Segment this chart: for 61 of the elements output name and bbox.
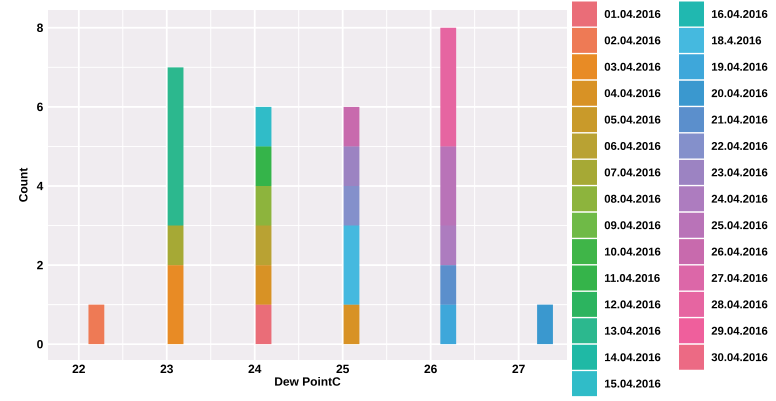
legend-label: 03.04.2016 <box>604 62 660 71</box>
legend-label: 11.04.2016 <box>604 274 660 282</box>
legend-label: 16.04.2016 <box>712 10 768 18</box>
bar <box>440 304 456 344</box>
legend-label: 14.04.2016 <box>604 353 660 362</box>
legend-label: 30.04.2016 <box>712 353 768 362</box>
legend-label: 22.04.2016 <box>712 142 768 150</box>
y-tick-label: 4 <box>36 182 44 190</box>
bar <box>537 304 553 344</box>
x-tick-label: 23 <box>160 364 173 374</box>
legend-label: 02.04.2016 <box>604 36 660 44</box>
bar <box>344 304 360 344</box>
bar <box>344 146 360 186</box>
bar <box>168 67 184 226</box>
legend-label: 25.04.2016 <box>712 221 768 230</box>
legend-label: 15.04.2016 <box>604 380 660 388</box>
legend-label: 07.04.2016 <box>604 168 660 176</box>
legend-label: 19.04.2016 <box>712 62 768 71</box>
bar <box>256 186 272 226</box>
bar <box>256 304 272 344</box>
bar <box>168 265 184 344</box>
legend-label: 13.04.2016 <box>604 326 660 335</box>
legend-label: 21.04.2016 <box>712 116 768 124</box>
bar <box>88 304 104 344</box>
legend-label: 08.04.2016 <box>604 194 660 203</box>
y-tick-label: 8 <box>37 24 43 32</box>
legend-label: 12.04.2016 <box>604 300 660 308</box>
legend-label: 20.04.2016 <box>712 89 768 98</box>
legend-label: 29.04.2016 <box>712 326 768 335</box>
legend-label: 23.04.2016 <box>712 168 768 176</box>
bar <box>256 265 272 305</box>
legend-label: 18.4.2016 <box>712 36 762 44</box>
x-tick-label: 24 <box>248 364 262 374</box>
x-axis-title: Dew PointC <box>275 376 340 386</box>
x-tick-label: 22 <box>72 364 85 374</box>
x-tick-label: 27 <box>512 364 525 374</box>
x-tick-label: 26 <box>424 364 437 374</box>
bar <box>344 106 360 146</box>
bar <box>344 226 360 305</box>
legend-label: 01.04.2016 <box>604 10 660 18</box>
legend-label: 24.04.2016 <box>712 194 768 203</box>
legend-label: 26.04.2016 <box>712 248 768 256</box>
legend-label: 04.04.2016 <box>604 89 660 98</box>
legend-label: 06.04.2016 <box>604 142 660 150</box>
bar <box>256 226 272 266</box>
x-tick-label: 25 <box>336 364 349 374</box>
y-tick-label: 0 <box>37 340 43 348</box>
legend-label: 27.04.2016 <box>712 274 768 282</box>
bar <box>344 186 360 226</box>
bar <box>440 265 456 305</box>
bar <box>440 28 456 146</box>
legend-label: 05.04.2016 <box>604 116 660 124</box>
bar <box>256 106 272 146</box>
bar <box>168 226 184 266</box>
legend-label: 28.04.2016 <box>712 300 768 308</box>
y-tick-label: 2 <box>37 260 43 270</box>
bar <box>256 146 272 186</box>
y-tick-label: 6 <box>37 102 43 112</box>
legend-label: 09.04.2016 <box>604 221 660 230</box>
legend-label: 10.04.2016 <box>604 248 660 256</box>
y-axis-title: Count <box>19 168 28 202</box>
